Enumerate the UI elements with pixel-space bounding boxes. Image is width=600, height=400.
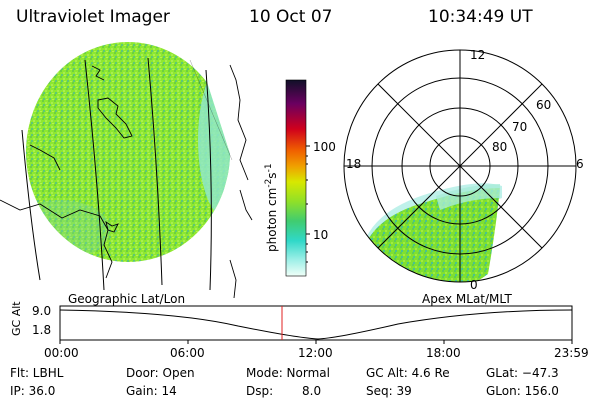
time-tick-0600: 06:00 (170, 346, 205, 360)
mlt-label-12: 12 (470, 48, 486, 62)
instrument-title: Ultraviolet Imager (16, 7, 170, 27)
mlat-label-80: 80 (492, 140, 508, 154)
status-glon: GLon: 156.0 (486, 384, 559, 398)
apex-panel-label: Apex MLat/MLT (422, 292, 512, 306)
time-tick-1200: 12:00 (298, 346, 333, 360)
status-filter: Flt: LBHL (10, 366, 64, 380)
time-tick-0000: 00:00 (44, 346, 79, 360)
altitude-tick-low: 1.8 (32, 323, 52, 337)
observation-date: 10 Oct 07 (249, 7, 333, 27)
status-door: Door: Open (126, 366, 195, 380)
colorbar-tick-100: 100 (313, 140, 336, 154)
mlt-label-6: 6 (576, 157, 584, 171)
status-gc-altitude: GC Alt: 4.6 Re (366, 366, 450, 380)
colorbar-tick-10: 10 (313, 228, 329, 242)
intensity-colorbar (285, 79, 310, 277)
observation-time: 10:34:49 UT (428, 7, 533, 27)
status-glat: GLat: −47.3 (486, 366, 559, 380)
status-gain: Gain: 14 (126, 384, 177, 398)
polar-plot (343, 49, 577, 283)
mlat-label-60: 60 (536, 98, 552, 112)
status-seq: Seq: 39 (366, 384, 412, 398)
status-ip: IP: 36.0 (10, 384, 56, 398)
time-tick-2359: 23:59 (554, 346, 589, 360)
altitude-timeline (59, 305, 573, 344)
time-tick-1800: 18:00 (426, 346, 461, 360)
status-dsp-value: 8.0 (302, 384, 322, 398)
status-dsp-label: Dsp: (246, 384, 274, 398)
geographic-panel-label: Geographic Lat/Lon (68, 292, 186, 306)
altitude-tick-high: 9.0 (32, 304, 52, 318)
geographic-image (0, 40, 262, 298)
colorbar-unit-label: photon cm-2s-1 (264, 163, 279, 252)
mlt-label-18: 18 (346, 157, 362, 171)
status-mode: Mode: Normal (246, 366, 330, 380)
altitude-axis-label: GC Alt (10, 301, 23, 336)
mlt-label-0: 0 (470, 278, 478, 292)
mlat-label-70: 70 (512, 120, 528, 134)
